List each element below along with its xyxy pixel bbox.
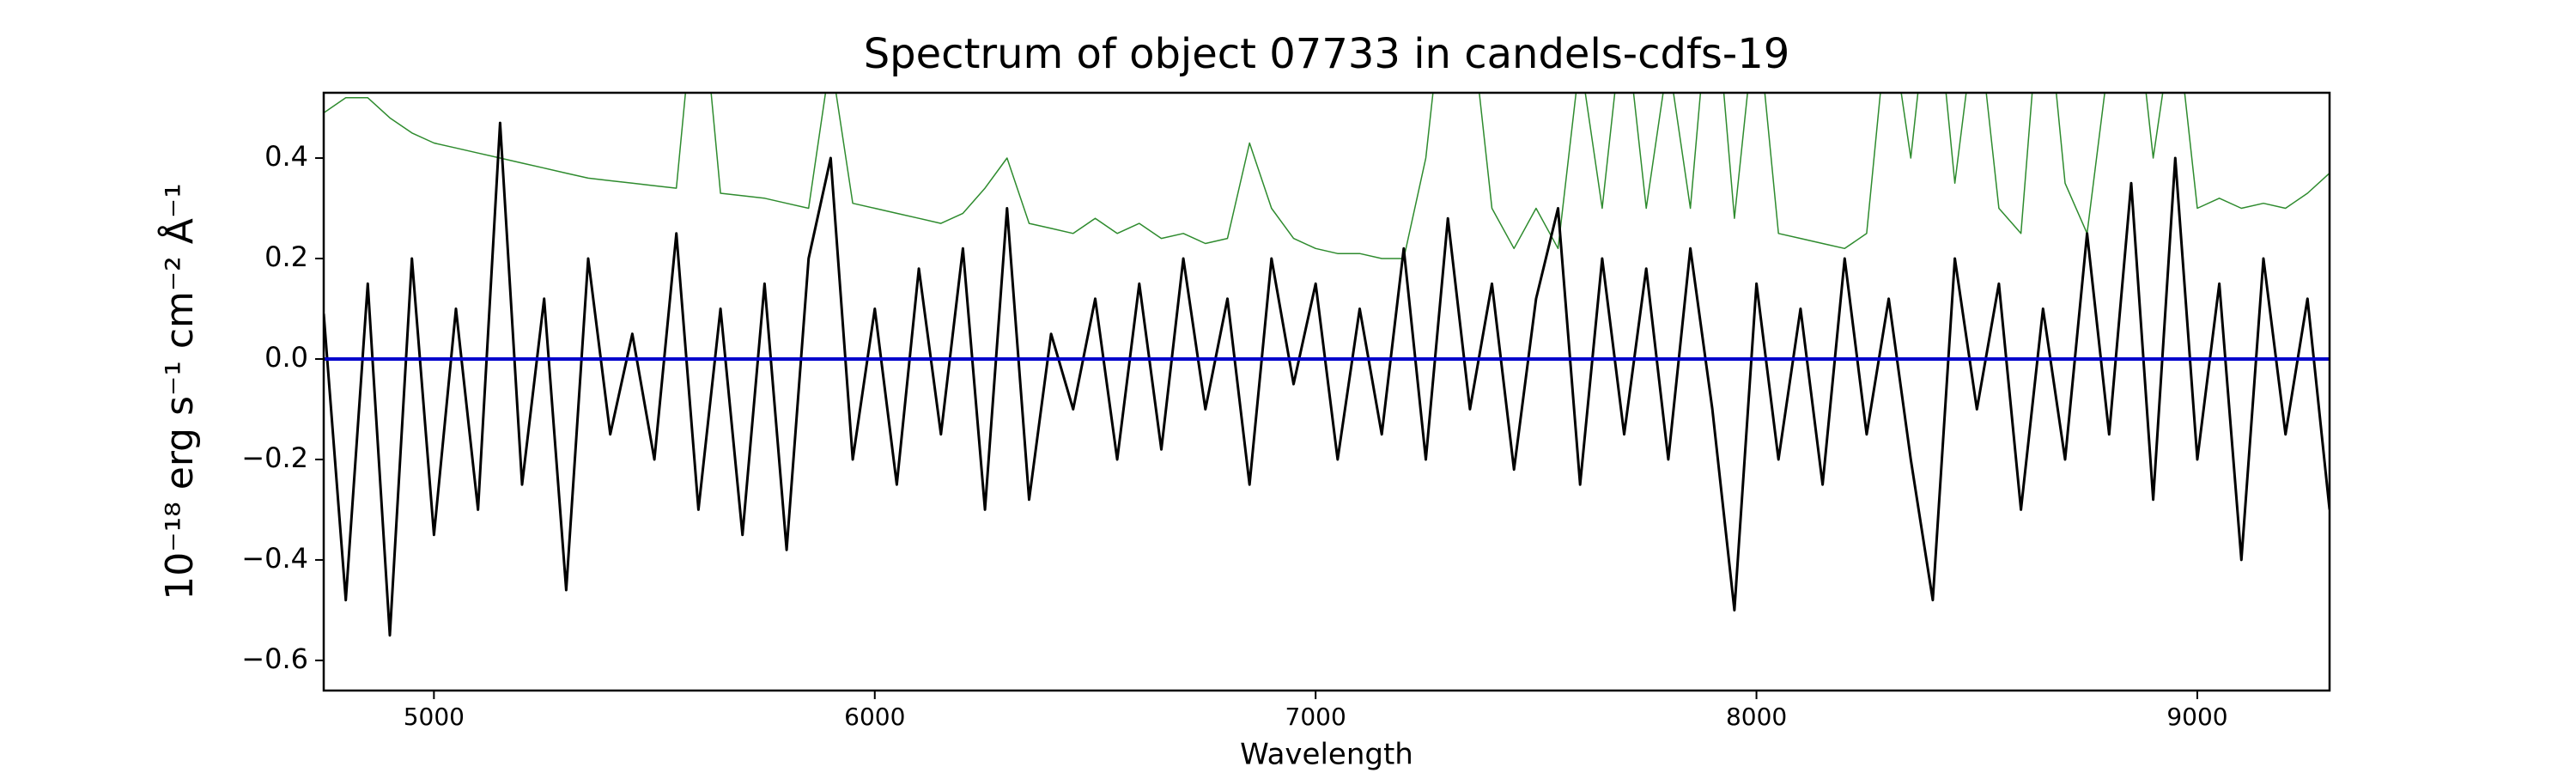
plot-area bbox=[324, 93, 2330, 637]
x-tick-label: 8000 bbox=[1726, 703, 1787, 731]
x-tick-label: 5000 bbox=[404, 703, 465, 731]
y-tick-label: −0.6 bbox=[241, 642, 308, 675]
y-axis-label: 10⁻¹⁸ erg s⁻¹ cm⁻² Å⁻¹ bbox=[156, 183, 202, 600]
x-tick-label: 7000 bbox=[1285, 703, 1346, 731]
y-tick-label: −0.4 bbox=[241, 542, 308, 575]
spectrum-line bbox=[324, 93, 2330, 259]
y-tick-label: −0.2 bbox=[241, 441, 308, 474]
x-axis-label: Wavelength bbox=[1240, 738, 1413, 772]
y-tick-label: 0.4 bbox=[264, 140, 308, 173]
x-tick-label: 9000 bbox=[2166, 703, 2227, 731]
y-tick-label: 0.2 bbox=[264, 240, 308, 273]
plot-frame bbox=[322, 91, 2331, 692]
y-tick-label: 0.0 bbox=[264, 341, 308, 374]
x-tick-label: 6000 bbox=[844, 703, 905, 731]
spectrum-line bbox=[324, 121, 2330, 637]
chart-title: Spectrum of object 07733 in candels-cdfs… bbox=[864, 30, 1790, 78]
